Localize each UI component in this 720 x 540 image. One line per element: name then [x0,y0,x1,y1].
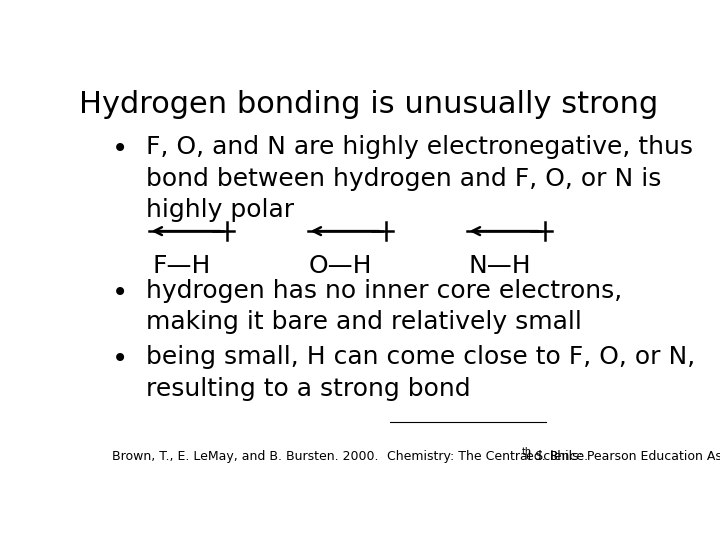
Text: hydrogen has no inner core electrons,: hydrogen has no inner core electrons, [145,279,622,303]
Text: F—H: F—H [153,254,211,278]
Text: •: • [112,136,129,164]
Text: •: • [112,346,129,374]
Text: O—H: O—H [309,254,372,278]
Text: Hydrogen bonding is unusually strong: Hydrogen bonding is unusually strong [79,90,659,119]
Text: th: th [522,447,532,457]
Text: Chemistry: The Central Science.: Chemistry: The Central Science. [387,450,588,463]
Text: 8: 8 [546,450,557,463]
Text: N—H: N—H [469,254,531,278]
Text: making it bare and relatively small: making it bare and relatively small [145,310,582,334]
Text: being small, H can come close to F, O, or N,: being small, H can come close to F, O, o… [145,346,695,369]
Text: Brown, T., E. LeMay, and B. Bursten. 2000.: Brown, T., E. LeMay, and B. Bursten. 200… [112,450,383,463]
Text: bond between hydrogen and F, O, or N is: bond between hydrogen and F, O, or N is [145,167,661,191]
Text: resulting to a strong bond: resulting to a strong bond [145,377,470,401]
Text: ed. Phils: Pearson Education Asia Pte. Ltd.: ed. Phils: Pearson Education Asia Pte. L… [522,450,720,463]
Text: •: • [112,279,129,307]
Text: F, O, and N are highly electronegative, thus: F, O, and N are highly electronegative, … [145,136,693,159]
Text: highly polar: highly polar [145,198,294,222]
